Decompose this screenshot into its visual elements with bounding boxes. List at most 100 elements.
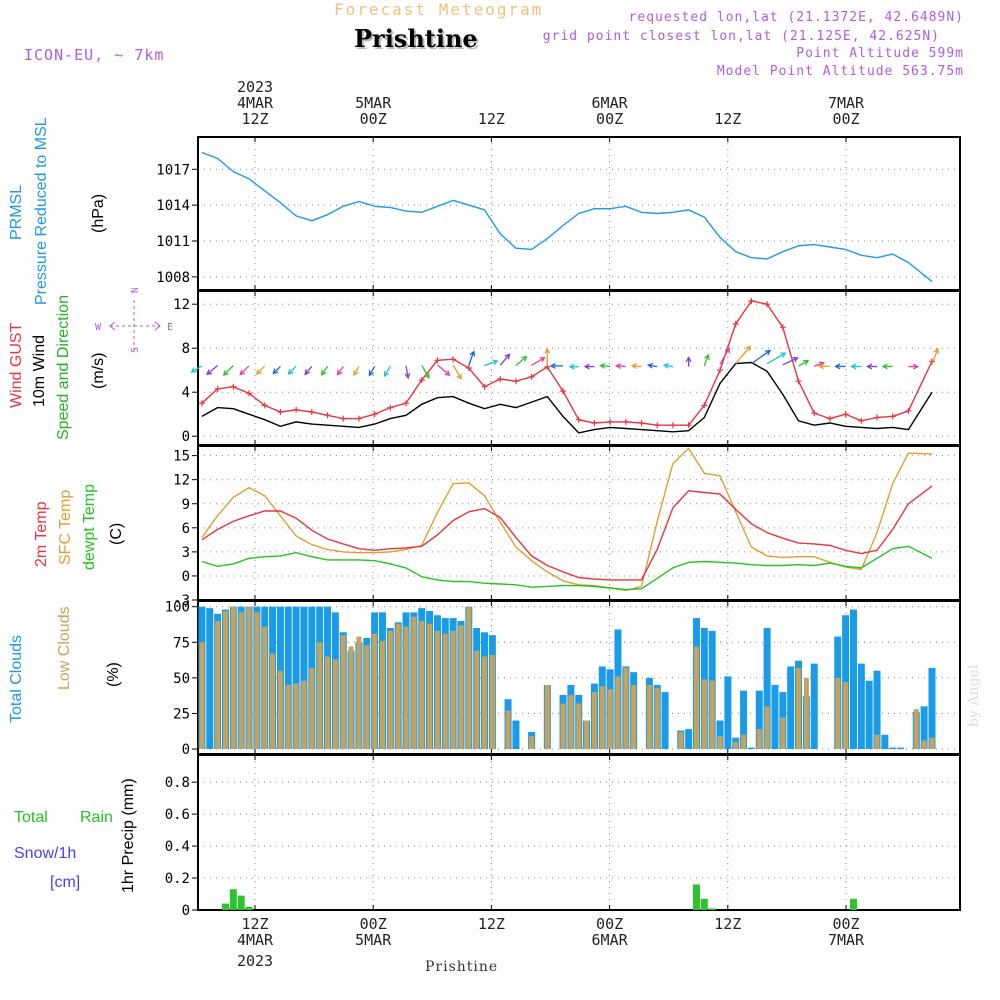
wind-arrow — [630, 363, 642, 370]
bottom-tick-label: 00Z 7MAR — [827, 915, 865, 949]
y-tick-label: 3 — [182, 545, 190, 561]
rain-bar — [708, 908, 716, 910]
low-cloud-bar — [348, 646, 354, 750]
wind-gust-line-marker — [638, 420, 645, 426]
y-tick-label: 50 — [173, 671, 190, 687]
low-cloud-bar — [584, 720, 590, 750]
low-cloud-bar — [434, 630, 440, 750]
top-tick-label: 6MAR 00Z — [591, 94, 628, 128]
low-cloud-bar — [591, 692, 597, 750]
total-cloud-bar — [771, 684, 779, 750]
total-cloud-bar — [716, 720, 724, 750]
wind-gust-line-marker — [779, 324, 786, 331]
low-cloud-bar — [929, 737, 935, 750]
wind-gust-line-marker — [889, 413, 896, 420]
low-cloud-bar — [442, 633, 448, 750]
wind-arrow — [549, 362, 564, 369]
wind-arrow — [614, 363, 626, 369]
wind-gust-line-marker — [842, 411, 849, 418]
wind-gust-line-marker — [434, 357, 441, 364]
low-cloud-bar — [646, 684, 652, 750]
top-tick-label: 12Z — [714, 110, 742, 128]
wind-arrow — [881, 363, 893, 370]
wind-speed-line — [201, 361, 933, 434]
total-cloud-bar — [284, 606, 292, 750]
wind-gust-line-marker — [308, 409, 315, 415]
y-tick-label: 0 — [182, 742, 190, 758]
wind-arrow — [685, 356, 692, 367]
low-cloud-bar — [803, 677, 809, 750]
low-cloud-bar — [615, 676, 621, 750]
wind-arrow — [222, 365, 234, 377]
low-cloud-bar — [599, 686, 605, 750]
wind-arrow — [484, 359, 499, 367]
total-cloud-bar — [865, 680, 873, 750]
p5-label-snow: Snow/1h — [14, 845, 77, 862]
total-cloud-bar — [292, 606, 300, 750]
y-tick-label: 0.2 — [165, 871, 190, 887]
low-cloud-bar — [364, 645, 370, 750]
y-tick-label: 1014 — [156, 198, 190, 214]
rain-bar — [692, 884, 700, 910]
bottom-tick-label: 12Z 4MAR — [236, 915, 274, 949]
bottom-city-label: Prishtine — [425, 959, 499, 975]
p5-label-rain: Rain — [80, 809, 113, 826]
top-year-label: 2023 — [236, 78, 274, 96]
total-cloud-bar — [300, 606, 308, 750]
rain-bar — [237, 895, 245, 910]
wind-gust-line-marker — [591, 420, 598, 426]
low-cloud-bar — [230, 606, 236, 750]
total-cloud-bar — [881, 734, 889, 750]
pressure-line — [201, 151, 933, 283]
wind-arrow — [766, 352, 787, 365]
point-altitude: Point Altitude 599m — [796, 46, 964, 61]
wind-arrow — [646, 362, 658, 369]
low-cloud-bar — [835, 677, 841, 750]
wind-arrow — [834, 363, 846, 370]
wind-gust-line-marker — [701, 402, 708, 409]
total-cloud-bar — [512, 720, 520, 750]
wind-gust-line-marker — [811, 410, 818, 417]
low-cloud-bar — [215, 620, 221, 750]
product-title: Forecast Meteogram — [334, 0, 544, 19]
low-cloud-bar — [277, 670, 283, 750]
wind-arrow — [583, 363, 595, 370]
wind-arrow — [437, 364, 451, 376]
low-cloud-bar — [701, 679, 707, 750]
wind-arrow — [531, 357, 546, 366]
wind-arrow — [499, 353, 511, 366]
compass-e: E — [167, 322, 173, 333]
y-tick-label: 15 — [173, 449, 190, 465]
wind-gust-line-marker — [512, 378, 519, 385]
wind-arrow — [751, 349, 772, 365]
low-cloud-bar — [796, 667, 802, 750]
total-cloud-bar — [661, 692, 669, 750]
total-cloud-bar — [206, 608, 214, 750]
total-cloud-bar — [740, 690, 748, 750]
p5-label-total: Total — [14, 809, 48, 826]
low-cloud-bar — [568, 694, 574, 750]
total-cloud-bar — [755, 690, 763, 750]
wind-gust-line-marker — [654, 422, 661, 429]
wind-gust-line-marker — [858, 417, 865, 424]
total-cloud-bar — [842, 615, 850, 750]
low-cloud-bar — [199, 642, 205, 750]
low-cloud-bar — [489, 655, 495, 750]
panel-frame — [197, 754, 961, 911]
wind-gust-line-marker — [905, 407, 912, 414]
wind-gust-line-marker — [198, 400, 205, 407]
wind-gust-line-marker — [465, 365, 472, 371]
wind-gust-line-marker — [293, 406, 300, 413]
wind-arrow — [353, 366, 360, 377]
low-cloud-bar — [631, 684, 637, 750]
rain-bar — [221, 903, 229, 910]
wind-gust-line-marker — [324, 412, 331, 419]
total-cloud-bar — [763, 628, 771, 750]
total-cloud-bar — [849, 609, 857, 750]
low-cloud-bar — [874, 734, 880, 750]
y-tick-label: 0.4 — [165, 839, 190, 855]
low-cloud-bar — [379, 640, 385, 750]
compass-s: S — [130, 347, 141, 353]
wind-arrow — [368, 365, 376, 377]
wind-gust-line-marker — [246, 390, 253, 397]
